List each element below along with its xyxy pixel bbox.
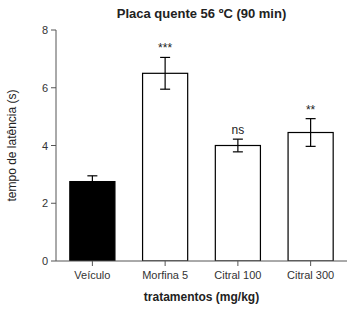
error-bar — [306, 119, 316, 147]
significance-label: ns — [232, 123, 245, 137]
x-tick-label: Morfina 5 — [142, 269, 188, 281]
error-stem — [92, 176, 93, 188]
x-axis-line — [56, 261, 347, 262]
y-tick-label: 4 — [42, 140, 48, 152]
y-tick — [51, 87, 56, 88]
error-cap — [233, 151, 243, 152]
error-bar — [87, 176, 97, 188]
bar — [70, 182, 115, 261]
bar — [143, 73, 188, 261]
y-axis-line — [56, 30, 57, 261]
bars — [70, 73, 333, 261]
y-tick — [51, 30, 56, 31]
chart-container: Placa quente 56 ºC (90 min) 0 2 4 6 8 tempo de… — [0, 0, 359, 311]
error-cap — [306, 146, 316, 147]
y-tick — [51, 261, 56, 262]
x-tick — [92, 261, 93, 266]
error-bar — [160, 57, 170, 89]
error-bar — [233, 139, 243, 152]
chart-svg: Placa quente 56 ºC (90 min) 0 2 4 6 8 tempo de… — [0, 0, 359, 311]
x-tick — [165, 261, 166, 266]
bar — [288, 133, 333, 261]
error-cap — [306, 118, 316, 119]
error-stem — [165, 57, 166, 89]
y-tick-label: 6 — [42, 82, 48, 94]
annotations: *** ns ** — [158, 41, 316, 137]
error-bars — [87, 57, 315, 187]
x-axis: Veículo Morfina 5 Citral 100 Citral 300 — [56, 261, 347, 281]
x-tick-label: Citral 300 — [287, 269, 334, 281]
y-axis-label: tempo de latência (s) — [5, 89, 19, 201]
y-tick-label: 0 — [42, 255, 48, 267]
significance-label: *** — [158, 41, 172, 55]
significance-label: ** — [306, 103, 316, 117]
y-tick — [51, 145, 56, 146]
title: Placa quente 56 ºC (90 min) — [117, 6, 286, 21]
x-tick-label: Veículo — [74, 269, 110, 281]
error-cap — [87, 175, 97, 176]
y-axis: 0 2 4 6 8 — [42, 24, 56, 267]
x-tick — [237, 261, 238, 266]
y-tick-label: 8 — [42, 24, 48, 36]
error-cap — [87, 187, 97, 188]
y-tick — [51, 203, 56, 204]
bar — [215, 146, 260, 262]
error-cap — [160, 89, 170, 90]
y-tick-label: 2 — [42, 197, 48, 209]
error-cap — [233, 139, 243, 140]
x-tick-label: Citral 100 — [214, 269, 261, 281]
x-axis-label: tratamentos (mg/kg) — [144, 290, 259, 304]
x-tick — [310, 261, 311, 266]
error-stem — [237, 139, 238, 152]
error-stem — [310, 119, 311, 147]
error-cap — [160, 57, 170, 58]
